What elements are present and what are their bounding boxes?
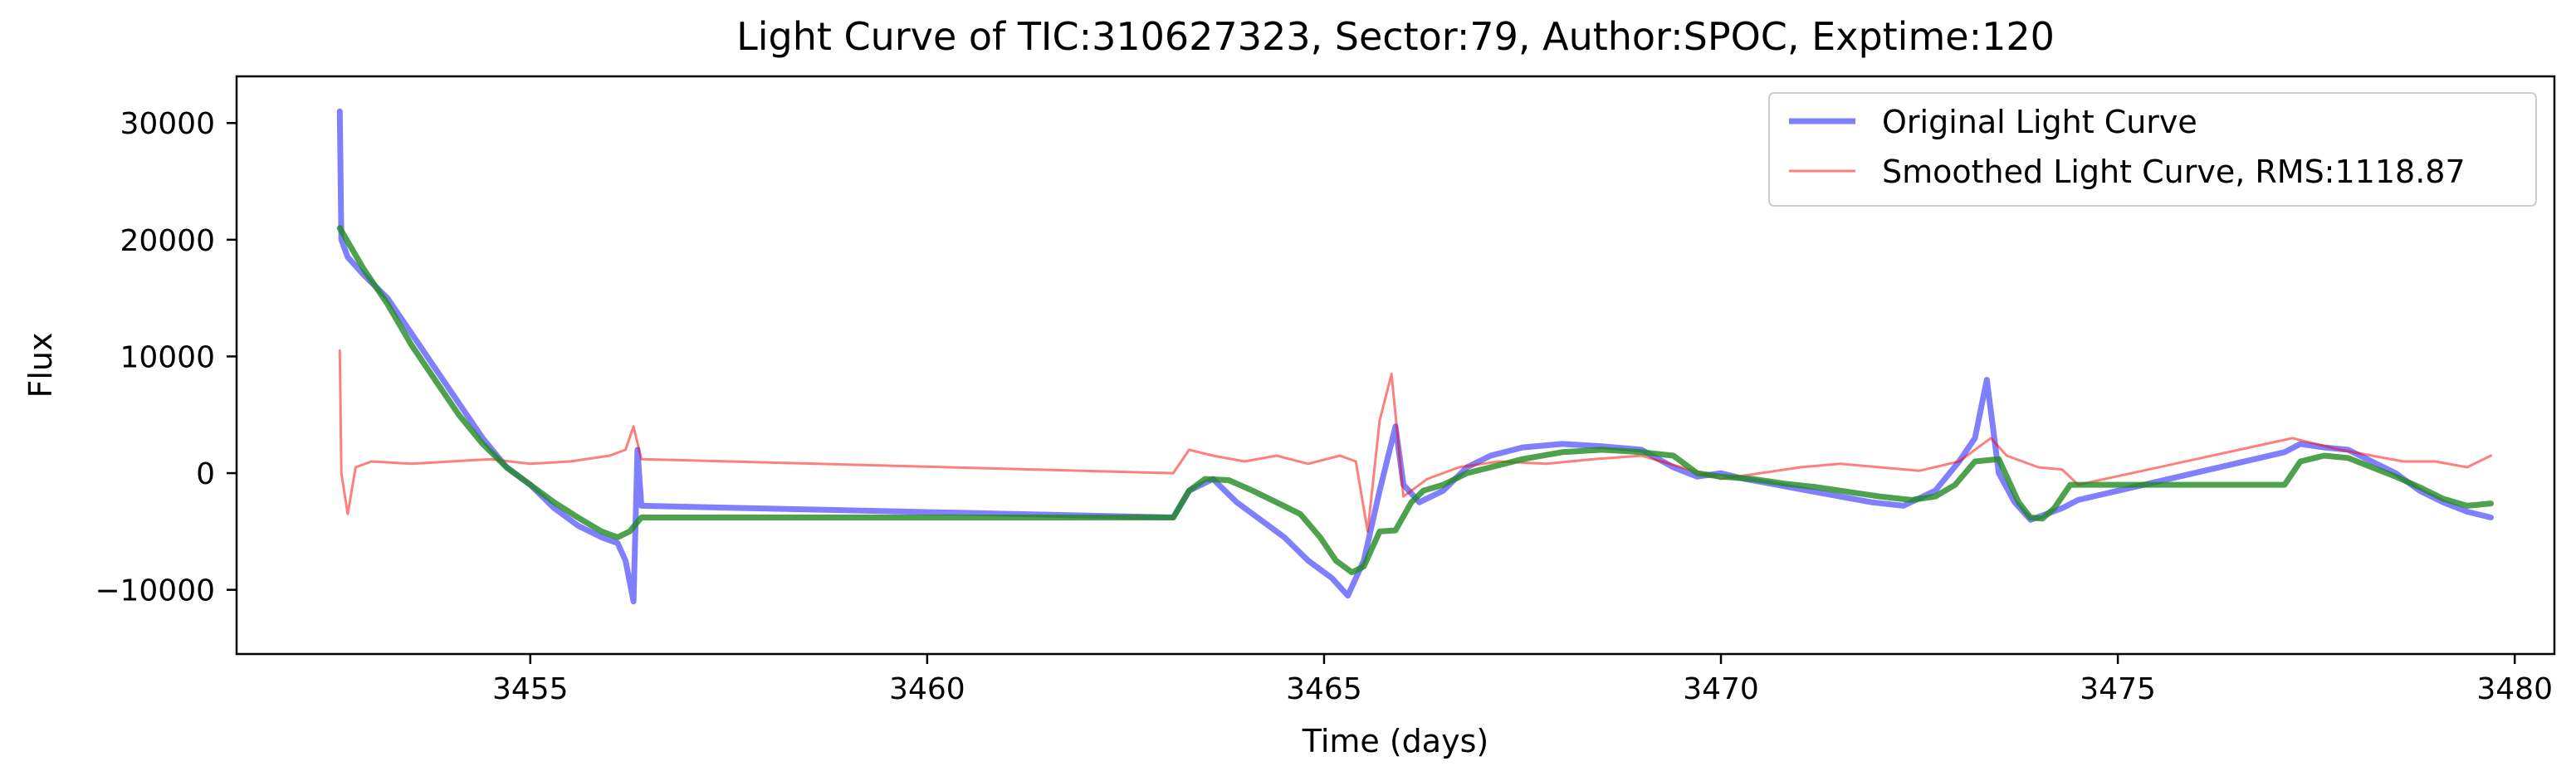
legend-original-label: Original Light Curve [1882,104,2197,140]
legend: Original Light Curve Smoothed Light Curv… [1768,92,2537,207]
x-tick-label: 3465 [1286,672,1362,706]
x-axis-label: Time (days) [1302,723,1488,759]
x-tick-label: 3475 [2080,672,2156,706]
axis-ticks: 3455 3460 3465 3470 3475 3480 −10000 0 10000 2000… [95,107,2553,706]
x-tick-label: 3455 [492,672,569,706]
y-tick-label: 30000 [120,107,215,141]
y-tick-label: 10000 [120,340,215,374]
legend-box [1768,92,2537,207]
x-tick-label: 3460 [889,672,965,706]
y-tick-label: 20000 [120,224,215,258]
series-trend-line [336,225,2494,576]
x-tick-label: 3480 [2476,672,2553,706]
legend-smoothed-label: Smoothed Light Curve, RMS:1118.87 [1882,154,2466,190]
plot-area [336,108,2494,605]
series-smoothed-light-curve [338,349,2492,533]
plot-frame [235,75,2556,656]
x-tick-label: 3470 [1683,672,1759,706]
chart-title: Light Curve of TIC:310627323, Sector:79,… [736,14,2055,59]
y-tick-label: −10000 [95,574,215,608]
y-tick-label: 0 [196,457,215,491]
y-axis-label: Flux [22,333,59,398]
